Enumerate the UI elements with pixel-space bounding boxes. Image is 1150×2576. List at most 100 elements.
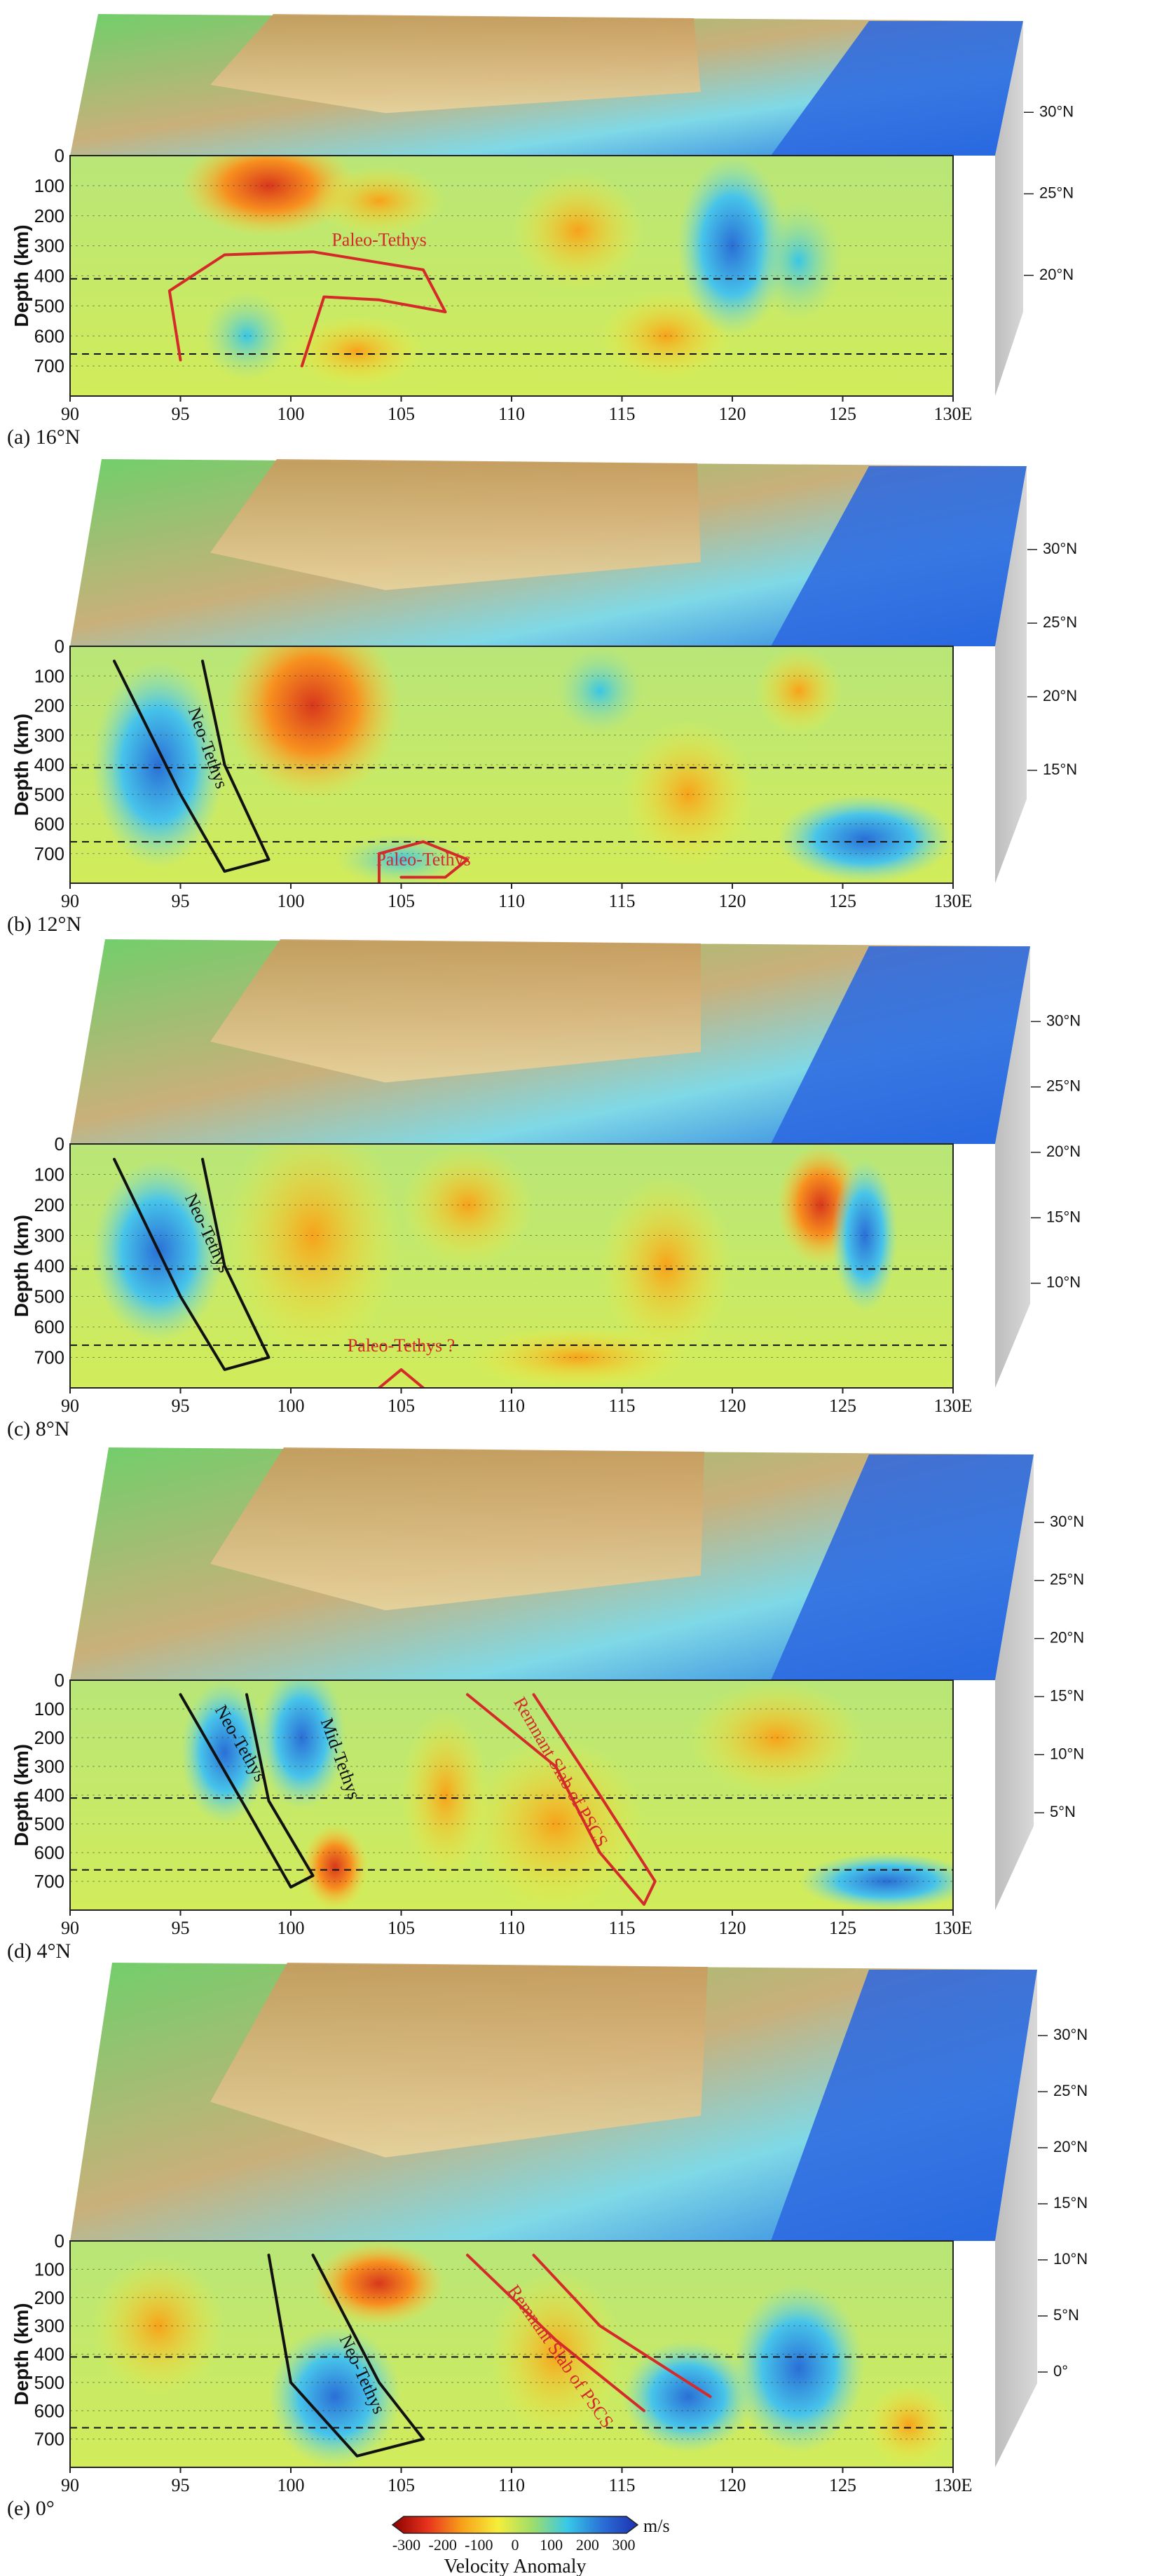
lon-tick-label: 115 <box>608 2475 635 2495</box>
lon-tick-label: 115 <box>608 1918 635 1938</box>
depth-tick-label: 300 <box>34 2315 64 2336</box>
ocean-region <box>771 1454 1034 1680</box>
lat-tick-label: 10°N <box>1046 1274 1081 1291</box>
lon-tick-label: 105 <box>388 404 415 424</box>
lon-tick-label: 95 <box>172 404 190 424</box>
velocity-anomaly <box>467 1327 688 1388</box>
lon-tick-label: 105 <box>388 1918 415 1938</box>
velocity-anomaly <box>556 646 644 735</box>
depth-tick-label: 400 <box>34 1785 64 1806</box>
lon-tick-label: 90 <box>61 404 79 424</box>
ocean-region <box>771 21 1023 156</box>
lon-tick-label: 100 <box>278 891 305 911</box>
lon-tick-label: 95 <box>172 891 190 911</box>
depth-tick-label: 200 <box>34 1194 64 1215</box>
lon-tick-label: 110 <box>498 2475 525 2495</box>
depth-tick-label: 500 <box>34 1813 64 1834</box>
side-face <box>995 946 1030 1388</box>
velocity-anomaly <box>865 2382 953 2467</box>
velocity-anomaly <box>92 2255 225 2397</box>
lon-tick-label: 130E <box>934 1396 973 1416</box>
lon-tick-label: 120 <box>719 891 746 911</box>
lon-tick-label: 110 <box>498 1918 525 1938</box>
colorbar-tick-label: -300 <box>392 2536 420 2554</box>
velocity-anomaly <box>401 1709 490 1881</box>
lon-tick-label: 105 <box>388 1396 415 1416</box>
slab-outline <box>532 2254 712 2399</box>
velocity-anomaly <box>401 1144 534 1266</box>
side-face <box>995 1454 1034 1910</box>
depth-tick-label: 400 <box>34 2344 64 2365</box>
lat-tick-label: 25°N <box>1046 1077 1081 1095</box>
depth-tick-label: 600 <box>34 2400 64 2421</box>
depth-tick-label: 500 <box>34 2372 64 2393</box>
lon-tick-label: 115 <box>608 1396 635 1416</box>
depth-tick-label: 0 <box>55 1133 64 1154</box>
depth-tick-label: 200 <box>34 695 64 716</box>
velocity-anomaly <box>180 156 357 237</box>
lat-tick-label: 30°N <box>1039 102 1074 120</box>
lon-tick-label: 110 <box>498 891 525 911</box>
lon-tick-label: 100 <box>278 404 305 424</box>
colorbar-scale <box>391 2516 639 2534</box>
depth-tick-label: 100 <box>34 1698 64 1719</box>
lon-tick-label: 120 <box>719 1396 746 1416</box>
velocity-anomaly <box>92 661 225 868</box>
colorbar-tick-label: 200 <box>576 2536 599 2554</box>
velocity-anomaly <box>313 2241 446 2326</box>
depth-tick-label: 300 <box>34 236 64 257</box>
lat-tick-label: 20°N <box>1039 266 1074 283</box>
slab-outline <box>167 250 447 368</box>
depth-tick-label: 700 <box>34 1347 64 1368</box>
panel-4: Neo-Tethys Mid-Tethys Remnant Slab of PSCS… <box>7 1447 1084 1963</box>
colorbar-tick-label: -100 <box>465 2536 493 2554</box>
depth-axis-label: Depth (km) <box>11 1215 32 1317</box>
panel-2: Neo-TethysPaleo-Tethys010020030040050060… <box>7 459 1077 936</box>
lon-tick-label: 105 <box>388 891 415 911</box>
lon-tick-label: 100 <box>278 1918 305 1938</box>
colorbar-label: Velocity Anomaly <box>444 2556 587 2576</box>
lon-tick-label: 120 <box>719 404 746 424</box>
depth-axis-label: Depth (km) <box>11 2303 32 2405</box>
panel-label: (d) 4°N <box>7 1940 71 1963</box>
lon-tick-label: 90 <box>61 891 79 911</box>
slab-outline <box>267 2254 425 2458</box>
depth-tick-label: 700 <box>34 2429 64 2450</box>
slab-outline <box>378 1368 425 1388</box>
lat-tick-label: 15°N <box>1043 761 1077 778</box>
panel-label: (b) 12°N <box>7 913 81 936</box>
lon-tick-label: 125 <box>829 1918 856 1938</box>
lon-tick-label: 130E <box>934 1918 973 1938</box>
lon-tick-label: 90 <box>61 1918 79 1938</box>
lat-tick-label: 20°N <box>1046 1143 1081 1160</box>
lon-tick-label: 110 <box>498 1396 525 1416</box>
lon-tick-label: 120 <box>719 2475 746 2495</box>
slab-outline <box>378 840 469 883</box>
velocity-anomaly <box>224 1144 402 1358</box>
lon-tick-label: 95 <box>172 1396 190 1416</box>
velocity-anomaly <box>313 164 446 237</box>
velocity-anomaly <box>224 646 402 800</box>
lat-tick-label: 25°N <box>1053 2082 1088 2099</box>
lon-tick-label: 125 <box>829 891 856 911</box>
velocity-anomaly <box>203 290 291 381</box>
depth-tick-label: 300 <box>34 725 64 746</box>
velocity-anomaly <box>180 1680 269 1824</box>
lat-tick-label: 30°N <box>1050 1513 1084 1530</box>
lat-tick-label: 20°N <box>1043 687 1077 704</box>
depth-tick-label: 700 <box>34 1871 64 1892</box>
panel-label: (e) 0° <box>7 2497 55 2520</box>
annotation-label: Paleo-Tethys <box>376 850 470 870</box>
depth-tick-label: 100 <box>34 2258 64 2279</box>
depth-tick-label: 500 <box>34 784 64 805</box>
lat-tick-label: 25°N <box>1039 184 1074 202</box>
lat-tick-label: 20°N <box>1053 2138 1088 2155</box>
land-region <box>210 459 701 590</box>
velocity-anomaly <box>754 200 843 321</box>
side-face <box>995 21 1023 396</box>
lon-tick-label: 100 <box>278 2475 305 2495</box>
velocity-anomaly <box>301 1824 369 1910</box>
velocity-anomaly <box>776 794 953 883</box>
